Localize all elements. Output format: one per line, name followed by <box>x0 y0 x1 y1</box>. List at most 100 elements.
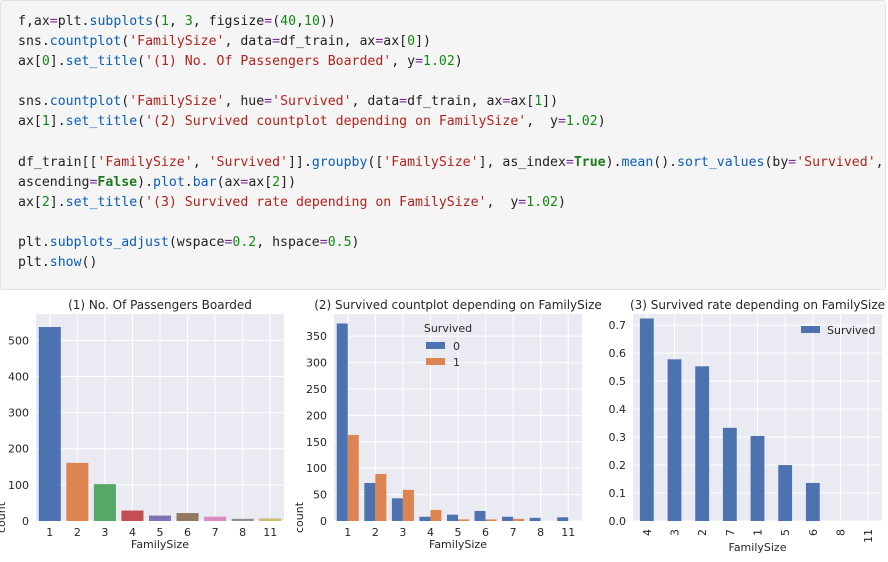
y-tick-label: 0.2 <box>609 459 627 472</box>
code-token: False <box>97 174 138 190</box>
bar <box>38 327 61 521</box>
code-token: = <box>224 235 233 251</box>
x-tick-label: 8 <box>537 526 544 539</box>
code-token: = <box>518 194 527 210</box>
code-token: , hspace <box>256 235 320 251</box>
code-line <box>18 133 884 153</box>
code-line: ax[1].set_title('(2) Survived countplot … <box>18 112 884 132</box>
code-token: 1 <box>534 94 543 110</box>
chart-2: 0 50 100 150 200 250 300 350 1 2 3 4 5 6 7 8 11 FamilySiz… <box>293 298 602 551</box>
code-token: ], as_index <box>478 154 566 170</box>
x-tick-label: 5 <box>157 526 164 539</box>
code-token: 2 <box>272 174 281 190</box>
code-token: , <box>168 14 185 29</box>
code-token: , figsize <box>192 14 265 29</box>
y-tick-label: 0.7 <box>609 319 627 332</box>
code-token: , y <box>486 194 519 210</box>
code-token: 'Survived' <box>796 154 876 170</box>
code-token: ]) <box>415 34 431 50</box>
bar <box>204 516 227 521</box>
code-token: = <box>264 14 273 29</box>
x-tick-label: 2 <box>74 526 81 539</box>
code-token: (). <box>653 154 678 170</box>
y-tick-label: 0.5 <box>609 375 627 388</box>
code-token: subplots_adjust <box>49 235 169 251</box>
code-token: ]) <box>542 94 559 110</box>
code-token: )) <box>319 14 336 29</box>
code-token: sort_values <box>677 154 765 170</box>
legend-label: Survived <box>827 324 875 337</box>
code-token: 1.02 <box>526 194 558 210</box>
bar <box>430 509 442 521</box>
x-tick-label: 3 <box>399 526 406 539</box>
code-line: sns.countplot('FamilySize', hue='Survive… <box>18 92 884 112</box>
y-tick-label: 100 <box>306 462 327 475</box>
code-token: 10 <box>304 14 320 29</box>
bar <box>805 482 820 521</box>
code-token: set_title <box>65 114 138 130</box>
x-tick-label: 11 <box>862 529 875 543</box>
x-tick-label: 3 <box>101 526 108 539</box>
code-token: ( <box>121 34 130 50</box>
y-tick-label: 50 <box>313 489 327 502</box>
code-token: f,ax <box>18 14 50 29</box>
code-token: , data <box>351 94 400 110</box>
code-token: sns. <box>18 34 50 50</box>
bar <box>347 434 359 521</box>
code-token: ) <box>557 194 566 210</box>
code-token: ( <box>137 114 146 130</box>
x-tick-label: 3 <box>669 529 682 536</box>
x-tick-label: 8 <box>835 529 848 536</box>
code-token: ( <box>137 54 146 70</box>
bar <box>639 318 654 521</box>
y-axis-label: count <box>293 501 306 533</box>
code-token: ) <box>351 235 360 251</box>
bar <box>66 462 89 521</box>
code-token: set_title <box>65 54 138 70</box>
code-token: '(3) Survived rate depending on FamilySi… <box>145 194 487 210</box>
code-token: ). <box>137 174 154 190</box>
code-token: 'FamilySize' <box>129 94 225 110</box>
code-line: f,ax=plt.subplots(1, 3, figsize=(40,10)) <box>18 12 884 32</box>
bar <box>667 359 682 521</box>
code-token: ( <box>137 194 146 210</box>
code-token: , data <box>224 34 273 50</box>
bar <box>485 519 497 521</box>
code-line: df_train[['FamilySize', 'Survived']].gro… <box>18 153 884 173</box>
code-token: = <box>399 94 408 110</box>
code-token: . <box>184 174 193 190</box>
code-token: ) <box>454 54 463 70</box>
code-token: mean <box>621 154 654 170</box>
legend-label: 0 <box>453 340 460 353</box>
code-token: 1 <box>160 14 169 29</box>
x-tick-label: 7 <box>510 526 517 539</box>
code-token: set_title <box>65 194 138 210</box>
code-token: ascending <box>18 174 90 190</box>
code-token: ( <box>121 94 130 110</box>
code-editor[interactable]: f,ax=plt.subplots(1, 3, figsize=(40,10))… <box>18 12 884 273</box>
bar <box>529 517 541 521</box>
y-tick-label: 0 <box>320 515 327 528</box>
x-tick-label: 4 <box>427 526 434 539</box>
bar <box>458 519 470 521</box>
chart-title: (3) Survived rate depending on FamilySiz… <box>630 298 885 312</box>
code-line: ascending=False).plot.bar(ax=ax[2]) <box>18 173 884 193</box>
y-tick-label: 350 <box>306 330 327 343</box>
code-token: 1.02 <box>423 54 455 70</box>
code-token: = <box>240 174 249 190</box>
code-cell[interactable]: f,ax=plt.subplots(1, 3, figsize=(40,10))… <box>0 0 886 290</box>
y-tick-label: 0.0 <box>609 515 627 528</box>
chart-title: (1) No. Of Passengers Boarded <box>68 298 252 312</box>
x-axis-label: FamilySize <box>131 538 189 551</box>
x-tick-label: 4 <box>641 529 654 536</box>
code-token: = <box>89 174 98 190</box>
code-token: () <box>81 255 98 271</box>
code-token: = <box>557 114 566 130</box>
code-token: 'Survived' <box>208 154 288 170</box>
bar <box>93 484 116 521</box>
legend-label: 1 <box>453 356 460 369</box>
bar <box>121 510 144 521</box>
x-tick-label: 11 <box>561 526 575 539</box>
code-token: 0.5 <box>327 235 352 251</box>
bar <box>364 482 376 521</box>
